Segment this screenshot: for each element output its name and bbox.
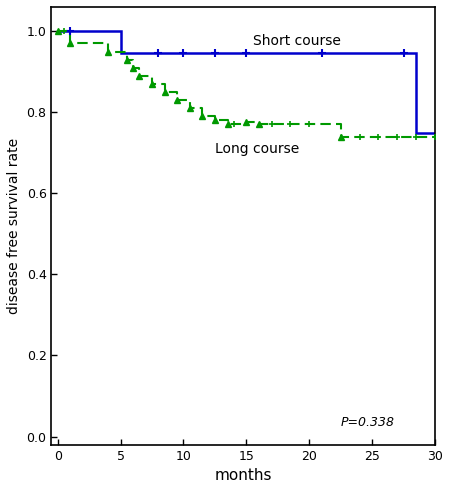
Text: Long course: Long course (215, 142, 299, 156)
Text: P=0.338: P=0.338 (341, 416, 395, 429)
Text: Short course: Short course (253, 34, 341, 49)
Y-axis label: disease free survival rate: disease free survival rate (7, 138, 21, 314)
X-axis label: months: months (215, 468, 272, 483)
